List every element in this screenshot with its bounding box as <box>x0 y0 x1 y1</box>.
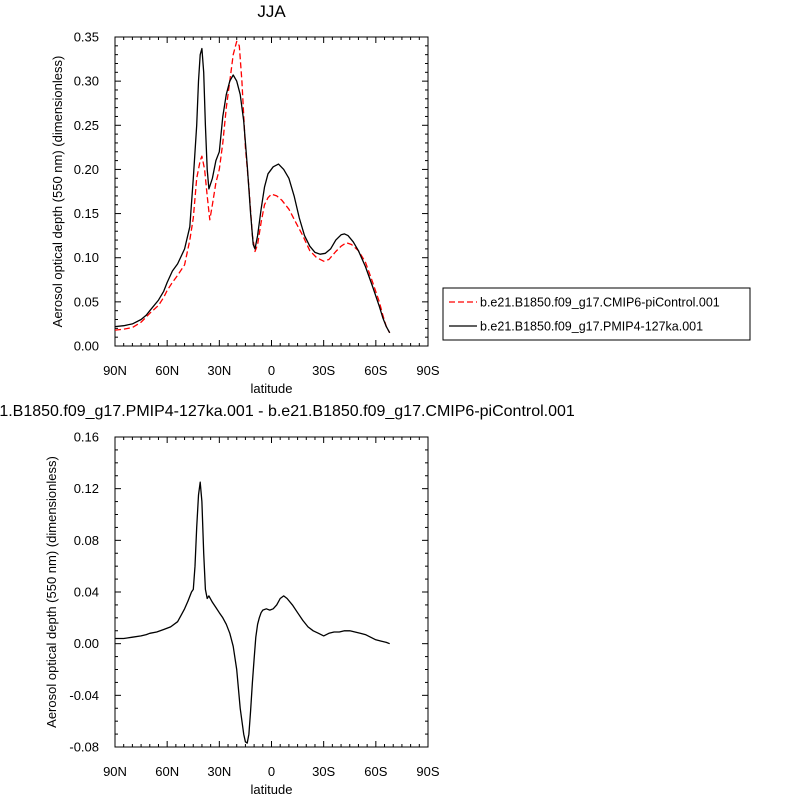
y-tick-label: 0.00 <box>74 636 99 651</box>
chart-panel-2: b.e21.B1850.f09_g17.PMIP4-127ka.001 - b.… <box>0 403 575 797</box>
series-line-2 <box>114 47 391 334</box>
y-tick-label: 0.20 <box>74 162 99 177</box>
x-tick-label: 90N <box>103 764 127 779</box>
x-tick-label: 30S <box>312 363 335 378</box>
y-tick-label: 0.30 <box>74 74 99 89</box>
y-axis-label: Aerosol optical depth (550 nm) (dimensio… <box>44 456 59 728</box>
x-tick-label: 60S <box>364 363 387 378</box>
x-tick-label: 0 <box>268 764 275 779</box>
y-axis-ticks: 0.00 0.05 0.10 0.15 0.20 0.25 0.30 0.35 <box>74 30 428 354</box>
chart-title: JJA <box>257 2 286 21</box>
y-tick-label: 0.16 <box>74 430 99 445</box>
x-axis-ticks: 90N 60N 30N 0 30S 60S 90S <box>103 437 440 779</box>
y-axis-ticks: -0.08 -0.04 0.00 0.04 0.08 0.12 0.16 <box>69 430 428 755</box>
chart-title: b.e21.B1850.f09_g17.PMIP4-127ka.001 - b.… <box>0 403 575 420</box>
x-tick-label: 30N <box>207 363 231 378</box>
y-tick-label: 0.04 <box>74 585 99 600</box>
y-tick-label: -0.04 <box>69 688 99 703</box>
x-axis-label: latitude <box>251 381 293 396</box>
legend-label: b.e21.B1850.f09_g17.PMIP4-127ka.001 <box>480 320 703 334</box>
x-tick-label: 90S <box>416 363 439 378</box>
series-line-1 <box>114 40 391 334</box>
x-tick-label: 90S <box>416 764 439 779</box>
x-tick-label: 60N <box>155 363 179 378</box>
y-tick-label: 0.25 <box>74 118 99 133</box>
y-tick-label: 0.10 <box>74 250 99 265</box>
x-axis-label: latitude <box>251 782 293 797</box>
y-tick-label: 0.05 <box>74 294 99 309</box>
legend: b.e21.B1850.f09_g17.CMIP6-piControl.001b… <box>442 287 751 341</box>
x-tick-label: 30S <box>312 764 335 779</box>
plot-frame <box>114 436 429 748</box>
y-tick-label: 0.35 <box>74 30 99 45</box>
x-tick-label: 60S <box>364 764 387 779</box>
y-axis-label: Aerosol optical depth (550 nm) (dimensio… <box>50 56 65 328</box>
series-line-1 <box>115 481 390 744</box>
x-tick-label: 0 <box>268 363 275 378</box>
y-tick-label: -0.08 <box>69 740 99 755</box>
x-tick-label: 90N <box>103 363 127 378</box>
x-axis-ticks: 90N 60N 30N 0 30S 60S 90S <box>103 37 440 378</box>
x-tick-label: 30N <box>207 764 231 779</box>
y-tick-label: 0.12 <box>74 481 99 496</box>
y-tick-label: 0.08 <box>74 533 99 548</box>
legend-box <box>442 287 751 341</box>
y-tick-label: 0.15 <box>74 206 99 221</box>
legend-label: b.e21.B1850.f09_g17.CMIP6-piControl.001 <box>480 296 720 310</box>
x-tick-label: 60N <box>155 764 179 779</box>
y-tick-label: 0.00 <box>74 339 99 354</box>
